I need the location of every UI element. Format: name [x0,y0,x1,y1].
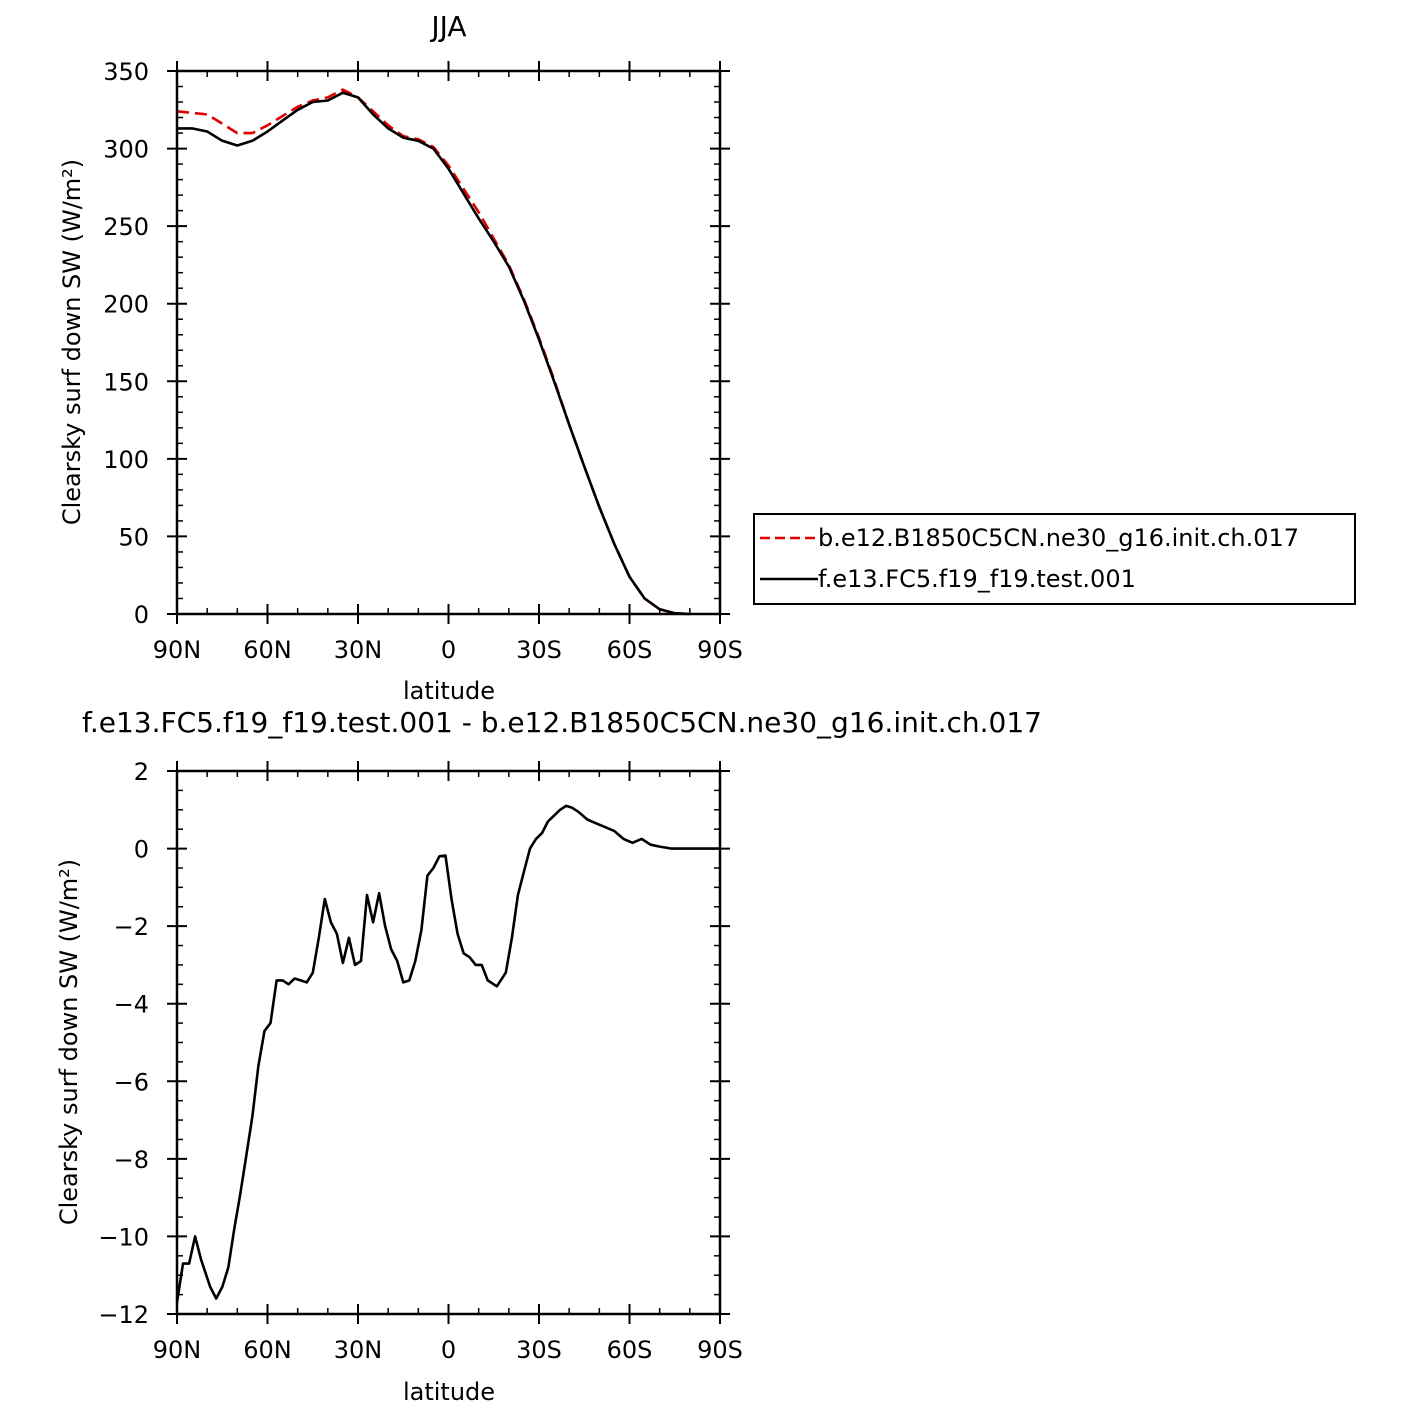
top-x-tick-label: 90N [153,636,202,664]
top-x-tick-label: 60N [243,636,292,664]
bottom-x-tick-label: 90S [697,1336,743,1364]
top-chart-panel: JJA 90N 60N 30N 0 30S 60S 90S 0 50 100 150 200 250 30… [58,10,743,705]
bottom-y-tick-label: −6 [114,1068,149,1096]
top-chart-marks [176,88,690,616]
bottom-y-axis-title: Clearsky surf down SW (W/m²) [55,859,83,1225]
top-y-tick-label: 0 [134,601,149,629]
top-y-tick-label: 50 [118,523,149,551]
top-y-tick-label: 250 [103,213,149,241]
bottom-x-tick-label: 30N [334,1336,383,1364]
top-y-tick-label: 300 [103,136,149,164]
top-series-line-0 [176,88,690,616]
bottom-x-tick-label: 30S [516,1336,562,1364]
bottom-y-tick-label: 2 [134,758,149,786]
top-x-tick-label: 30N [334,636,383,664]
bottom-y-tick-label: −2 [114,913,149,941]
bottom-x-tick-label: 0 [441,1336,456,1364]
bottom-x-tick-label: 90N [153,1336,202,1364]
top-chart-title: JJA [429,10,466,43]
top-x-tick-label: 0 [441,636,456,664]
bottom-y-tick-label: 0 [134,836,149,864]
bottom-chart-title: f.e13.FC5.f19_f19.test.001 - b.e12.B1850… [82,706,1042,739]
top-x-tick-label: 30S [516,636,562,664]
top-y-tick-label: 150 [103,368,149,396]
legend-label-b-e12: b.e12.B1850C5CN.ne30_g16.init.ch.017 [818,524,1299,552]
top-x-axis-title: latitude [403,677,495,705]
top-x-tick-label: 90S [697,636,743,664]
bottom-x-tick-label: 60S [607,1336,653,1364]
bottom-chart-marks [175,804,720,1303]
bottom-plot-frame [175,769,722,1316]
bottom-chart-ticks: 90N 60N 30N 0 30S 60S 90S −12 −10 −8 −6 −4 −2 0 2 [98,758,743,1364]
bottom-x-tick-label: 60N [243,1336,292,1364]
top-y-tick-label: 200 [103,291,149,319]
top-y-tick-label: 350 [103,58,149,86]
legend: b.e12.B1850C5CN.ne30_g16.init.ch.017 f.e… [753,513,1356,605]
bottom-y-tick-label: −8 [114,1146,149,1174]
bottom-y-tick-label: −10 [98,1223,149,1251]
top-y-tick-label: 100 [103,446,149,474]
top-plot-frame [175,69,722,616]
bottom-x-axis-title: latitude [403,1378,495,1406]
top-y-axis-title: Clearsky surf down SW (W/m²) [58,159,86,525]
legend-label-f-e13: f.e13.FC5.f19_f19.test.001 [818,565,1136,593]
top-x-tick-label: 60S [607,636,653,664]
bottom-series-line-0 [175,804,720,1303]
top-series-line-1 [177,91,690,616]
bottom-y-tick-label: −4 [114,991,149,1019]
top-chart-ticks: 90N 60N 30N 0 30S 60S 90S 0 50 100 150 200 250 300 350 [103,58,743,664]
legend-box [753,513,1356,605]
bottom-y-tick-label: −12 [98,1301,149,1329]
bottom-chart-panel: f.e13.FC5.f19_f19.test.001 - b.e12.B1850… [55,706,1042,1406]
